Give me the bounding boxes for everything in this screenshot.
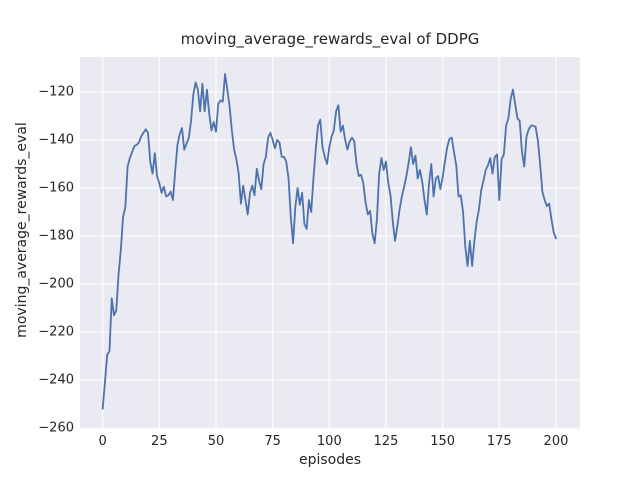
y-tick-label: −220 [38,324,74,340]
x-tick-label: 125 [373,434,399,449]
y-tick-label: −180 [38,228,74,244]
x-tick-label: 25 [151,434,168,449]
y-tick-label: −140 [38,132,74,148]
y-tick-label: −200 [38,276,74,292]
x-axis-label: episodes [298,452,362,468]
x-tick-label: 150 [430,434,456,449]
x-tick-label: 0 [98,434,107,449]
x-tick-label: 50 [207,434,225,449]
ddpg-series-line [101,73,557,410]
y-tick-label: −160 [38,180,74,196]
y-tick-label: −260 [38,420,74,436]
x-tick-label: 175 [486,434,512,449]
chart-title: moving_average_rewards_eval of DDPG [180,30,480,48]
grid-lines [80,57,580,429]
x-tick-label: 200 [543,434,569,449]
x-tick-label: 100 [316,434,342,449]
plot-area [80,57,580,429]
y-tick-label: −120 [38,84,74,100]
x-tick-label: 75 [264,434,281,449]
y-tick-label: −240 [38,372,74,388]
plot-canvas [80,57,580,429]
